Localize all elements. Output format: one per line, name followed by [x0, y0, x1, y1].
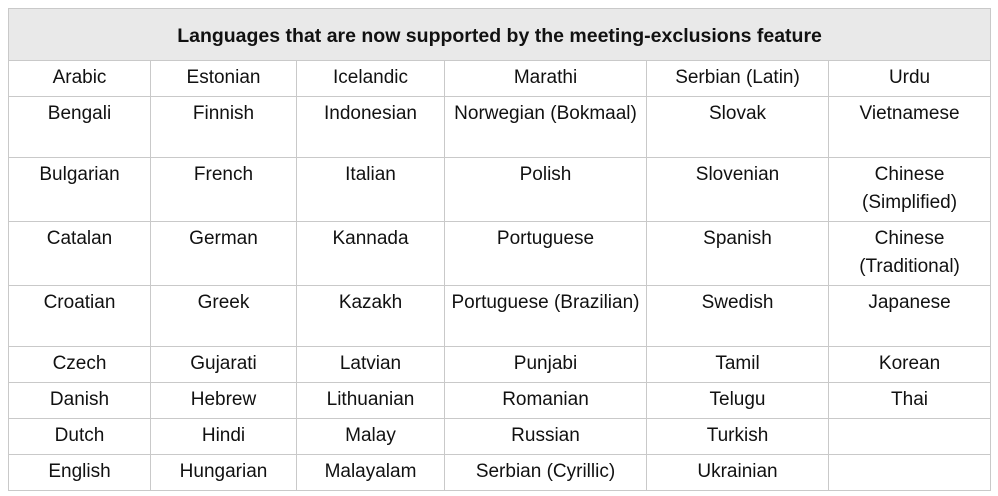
table-row: Croatian Greek Kazakh Portuguese (Brazil… [8, 285, 992, 347]
language-cell: Malayalam [296, 454, 445, 491]
language-cell: Tamil [646, 346, 829, 383]
language-cell: Hungarian [150, 454, 297, 491]
language-cell: Bulgarian [8, 157, 151, 222]
language-cell: Slovenian [646, 157, 829, 222]
language-cell: Hebrew [150, 382, 297, 419]
language-cell: Swedish [646, 285, 829, 347]
language-cell: Russian [444, 418, 647, 455]
language-cell: Arabic [8, 60, 151, 97]
table-row: Danish Hebrew Lithuanian Romanian Telugu… [8, 382, 992, 419]
language-cell: Chinese (Traditional) [827, 221, 992, 286]
language-cell: Gujarati [150, 346, 297, 383]
language-cell: Polish [444, 157, 647, 222]
language-cell: Bengali [8, 96, 151, 158]
language-cell: Malay [296, 418, 445, 455]
languages-table-container: Languages that are now supported by the … [7, 8, 992, 491]
language-cell: Portuguese (Brazilian) [444, 285, 647, 347]
language-cell: Greek [150, 285, 297, 347]
language-cell: Latvian [296, 346, 445, 383]
language-cell: Lithuanian [296, 382, 445, 419]
table-row: Czech Gujarati Latvian Punjabi Tamil Kor… [8, 346, 992, 383]
language-cell: Japanese [827, 285, 992, 347]
language-cell: Korean [827, 346, 992, 383]
language-cell: Croatian [8, 285, 151, 347]
language-cell: Czech [8, 346, 151, 383]
language-cell: French [150, 157, 297, 222]
table-row: Arabic Estonian Icelandic Marathi Serbia… [8, 60, 992, 97]
language-cell: Estonian [150, 60, 297, 97]
language-cell: Finnish [150, 96, 297, 158]
language-cell: Portuguese [444, 221, 647, 286]
languages-table: Languages that are now supported by the … [7, 8, 992, 491]
language-cell: Serbian (Cyrillic) [444, 454, 647, 491]
language-cell [827, 454, 992, 491]
language-cell: Turkish [646, 418, 829, 455]
table-row: Bulgarian French Italian Polish Slovenia… [8, 157, 992, 222]
language-cell: Catalan [8, 221, 151, 286]
language-cell: Chinese (Simplified) [827, 157, 992, 222]
language-cell: Telugu [646, 382, 829, 419]
language-cell: Thai [827, 382, 992, 419]
language-cell: Vietnamese [827, 96, 992, 158]
language-cell: Hindi [150, 418, 297, 455]
language-cell: English [8, 454, 151, 491]
language-cell: Marathi [444, 60, 647, 97]
language-cell: Norwegian (Bokmaal) [444, 96, 647, 158]
language-cell: Italian [296, 157, 445, 222]
language-cell: Serbian (Latin) [646, 60, 829, 97]
language-cell: Icelandic [296, 60, 445, 97]
language-cell: Ukrainian [646, 454, 829, 491]
language-cell: Punjabi [444, 346, 647, 383]
language-cell: Spanish [646, 221, 829, 286]
language-cell: Indonesian [296, 96, 445, 158]
table-row: Bengali Finnish Indonesian Norwegian (Bo… [8, 96, 992, 158]
language-cell [827, 418, 992, 455]
language-cell: Slovak [646, 96, 829, 158]
table-row: English Hungarian Malayalam Serbian (Cyr… [8, 454, 992, 491]
table-row: Dutch Hindi Malay Russian Turkish [8, 418, 992, 455]
language-cell: Kazakh [296, 285, 445, 347]
table-header-row: Languages that are now supported by the … [7, 8, 992, 61]
language-cell: Danish [8, 382, 151, 419]
language-cell: Dutch [8, 418, 151, 455]
language-cell: Romanian [444, 382, 647, 419]
language-cell: German [150, 221, 297, 286]
table-row: Catalan German Kannada Portuguese Spanis… [8, 221, 992, 286]
language-cell: Urdu [827, 60, 992, 97]
language-cell: Kannada [296, 221, 445, 286]
table-title: Languages that are now supported by the … [7, 8, 992, 61]
